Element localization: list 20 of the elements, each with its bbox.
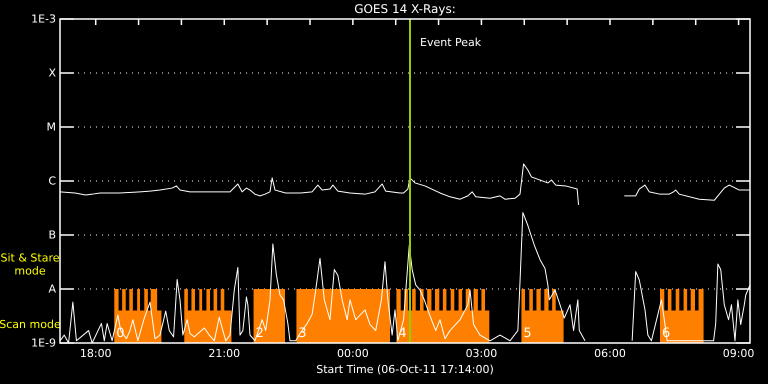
x-tick-label: 03:00 <box>466 347 498 360</box>
y-tick-label: X <box>48 66 56 80</box>
text: Sit & Stare mode <box>0 251 60 277</box>
x-tick-label: 21:00 <box>208 347 240 360</box>
x-tick-label: 06:00 <box>594 347 626 360</box>
chart-title: GOES 14 X-Rays: <box>354 2 456 16</box>
x-tick-label: 18:00 <box>80 347 112 360</box>
y-tick-label: A <box>48 282 56 296</box>
x-tick-label: 09:00 <box>722 347 754 360</box>
x-tick-label: 00:00 <box>337 347 369 360</box>
annotation: 5 <box>523 326 532 341</box>
annotation: Scan mode <box>0 318 61 330</box>
y-tick-label: 1E-9 <box>31 336 56 350</box>
y-tick-label: C <box>48 174 56 188</box>
ref-line-label: Event Peak <box>420 36 482 49</box>
annotation: 3 <box>298 326 307 341</box>
y-tick-label: M <box>46 120 56 134</box>
x-axis-title: Start Time (06-Oct-11 17:14:00) <box>316 363 494 376</box>
y-tick-label: 1E-3 <box>31 12 56 26</box>
y-tick-label: B <box>48 228 56 242</box>
